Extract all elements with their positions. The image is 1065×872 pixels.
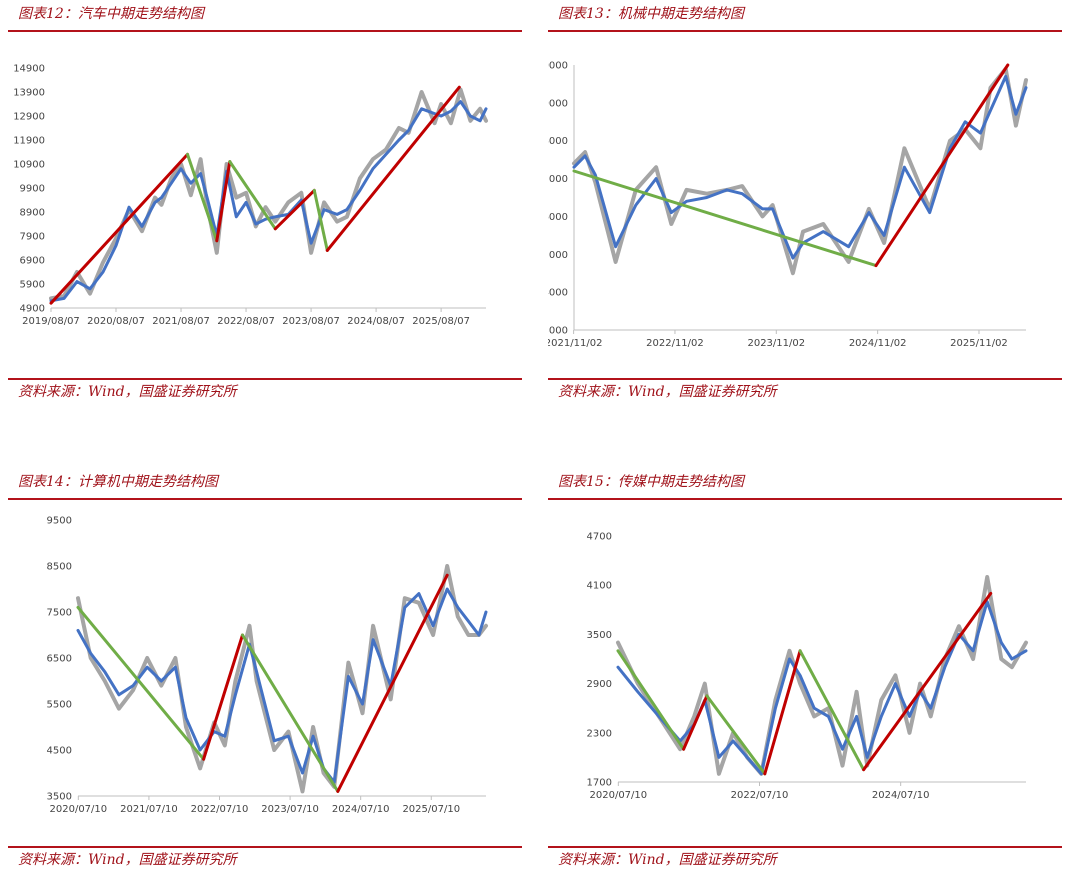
x-tick-label: 2019/08/07 <box>22 316 80 327</box>
x-tick-label: 2023/11/02 <box>747 338 805 349</box>
y-tick-label: 5500 <box>47 700 72 711</box>
y-tick-label: 4900 <box>20 304 45 315</box>
x-tick-label: 2020/08/07 <box>87 316 145 327</box>
x-tick-label: 2021/11/02 <box>548 338 602 349</box>
uptrend-line <box>763 649 802 776</box>
y-tick-label: 8500 <box>47 562 72 573</box>
source-rule <box>548 846 1062 848</box>
chart-media: 1700 2300 2900 3500 4100 4700 2020/07/10 2022/0… <box>587 532 1028 801</box>
gray-series-line <box>49 87 488 301</box>
chart-title: 图表15：传媒中期走势结构图 <box>558 474 744 490</box>
x-tick-label: 2021/07/10 <box>120 804 178 815</box>
y-tick-label: 2300 <box>587 728 612 739</box>
y-tick-label: 1700 <box>587 778 612 789</box>
uptrend-line <box>202 633 244 761</box>
chart-machinery: 3000 4000 5000 6000 7000 8000 9000 10000 2021/11… <box>548 61 1028 349</box>
downtrend-line <box>572 169 878 268</box>
y-tick-label: 4000 <box>548 288 568 299</box>
x-tick-label: 2022/07/10 <box>731 790 789 801</box>
title-rule <box>548 30 1062 32</box>
blue-series-line <box>572 74 1028 260</box>
y-tick-label: 9500 <box>47 516 72 527</box>
downtrend-line <box>76 605 206 761</box>
source-note: 资料来源：Wind，国盛证券研究所 <box>18 852 237 868</box>
downtrend-line <box>798 649 866 772</box>
y-tick-label: 6000 <box>548 212 568 223</box>
y-tick-label: 11900 <box>13 136 45 147</box>
y-tick-label: 5900 <box>20 280 45 291</box>
y-tick-label: 12900 <box>13 112 45 123</box>
title-rule <box>8 498 522 500</box>
y-tick-label: 7500 <box>47 608 72 619</box>
source-note: 资料来源：Wind，国盛证券研究所 <box>558 852 777 868</box>
source-note: 资料来源：Wind，国盛证券研究所 <box>18 384 237 400</box>
chart-title: 图表14：计算机中期走势结构图 <box>18 474 218 490</box>
y-tick-label: 4500 <box>47 746 72 757</box>
y-tick-label: 13900 <box>13 88 45 99</box>
chart-computer: 3500 4500 5500 6500 7500 8500 9500 2020/07/10 20… <box>47 516 488 815</box>
x-tick-label: 2024/08/07 <box>347 316 405 327</box>
source-rule <box>548 378 1062 380</box>
y-tick-label: 8000 <box>548 136 568 147</box>
title-rule <box>548 498 1062 500</box>
downtrend-line <box>705 694 767 776</box>
uptrend-line <box>874 63 1010 268</box>
x-tick-label: 2023/08/07 <box>282 316 340 327</box>
blue-series-line <box>49 100 488 303</box>
y-tick-label: 7000 <box>548 174 568 185</box>
y-tick-label: 4700 <box>587 532 612 543</box>
y-tick-label: 10900 <box>13 160 45 171</box>
y-tick-label: 3000 <box>548 326 568 337</box>
y-tick-label: 3500 <box>47 792 72 803</box>
x-tick-label: 2022/11/02 <box>646 338 704 349</box>
x-tick-label: 2022/08/07 <box>217 316 275 327</box>
x-tick-label: 2025/07/10 <box>402 804 460 815</box>
uptrend-line <box>215 160 232 243</box>
y-tick-label: 10000 <box>548 61 568 72</box>
y-tick-label: 2900 <box>587 679 612 690</box>
downtrend-line <box>616 649 686 751</box>
y-tick-label: 7900 <box>20 232 45 243</box>
uptrend-line <box>862 591 993 772</box>
source-rule <box>8 378 522 380</box>
uptrend-line <box>49 152 189 305</box>
y-tick-label: 14900 <box>13 64 45 75</box>
y-tick-label: 6900 <box>20 256 45 267</box>
uptrend-line <box>273 188 316 231</box>
x-tick-label: 2025/08/07 <box>412 316 470 327</box>
x-tick-label: 2023/07/10 <box>261 804 319 815</box>
x-tick-label: 2021/08/07 <box>152 316 210 327</box>
x-tick-label: 2024/07/10 <box>332 804 390 815</box>
downtrend-line <box>228 160 277 231</box>
y-tick-label: 9900 <box>20 184 45 195</box>
y-tick-label: 9000 <box>548 98 568 109</box>
uptrend-line <box>325 85 461 252</box>
source-rule <box>8 846 522 848</box>
chart-title: 图表12：汽车中期走势结构图 <box>18 6 204 22</box>
x-tick-label: 2024/07/10 <box>872 790 930 801</box>
downtrend-line <box>312 188 329 252</box>
downtrend-line <box>241 633 340 793</box>
y-tick-label: 3500 <box>587 630 612 641</box>
x-tick-label: 2024/11/02 <box>849 338 907 349</box>
x-tick-label: 2025/11/02 <box>950 338 1008 349</box>
x-tick-label: 2020/07/10 <box>50 804 108 815</box>
chart-title: 图表13：机械中期走势结构图 <box>558 6 744 22</box>
title-rule <box>8 30 522 32</box>
y-tick-label: 5000 <box>548 250 568 261</box>
uptrend-line <box>336 573 449 793</box>
x-tick-label: 2022/07/10 <box>191 804 249 815</box>
x-tick-label: 2020/07/10 <box>590 790 648 801</box>
uptrend-line <box>682 694 709 751</box>
downtrend-line <box>186 152 219 243</box>
y-tick-label: 8900 <box>20 208 45 219</box>
chart-auto: 4900 5900 6900 7900 8900 9900 10900 11900 12900 1… <box>13 64 488 327</box>
source-note: 资料来源：Wind，国盛证券研究所 <box>558 384 777 400</box>
y-tick-label: 6500 <box>47 654 72 665</box>
y-tick-label: 4100 <box>587 581 612 592</box>
gray-series-line <box>76 564 488 794</box>
